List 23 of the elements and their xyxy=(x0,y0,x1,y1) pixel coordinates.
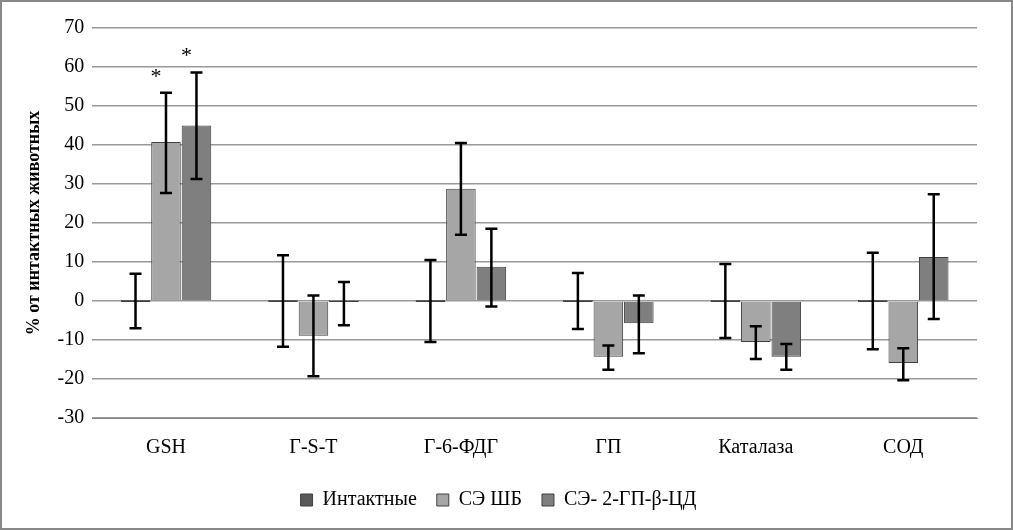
y-tick-label: 20 xyxy=(64,210,85,233)
x-tick-label: Г-6-ФДГ xyxy=(423,435,498,459)
y-tick-label: -20 xyxy=(57,366,85,389)
legend-label: СЭ ШБ xyxy=(458,487,522,510)
y-tick-label: 60 xyxy=(64,54,85,77)
annotation: * xyxy=(180,42,192,68)
x-tick-label: ГП xyxy=(595,435,622,458)
y-tick-label: 50 xyxy=(64,93,85,116)
legend-label: Интактные xyxy=(322,487,417,510)
y-tick-label: -10 xyxy=(57,327,85,350)
y-tick-label: 10 xyxy=(64,249,85,272)
x-tick-label: GSH xyxy=(145,435,186,458)
legend-label: СЭ- 2-ГП-β-ЦД xyxy=(563,487,697,511)
y-tick-label: 30 xyxy=(64,171,85,194)
x-tick-label: СОД xyxy=(883,435,924,459)
x-tick-label: Г-S-T xyxy=(289,435,338,458)
y-tick-label: 0 xyxy=(74,288,85,311)
y-tick-label: -30 xyxy=(57,405,85,428)
y-tick-label: 70 xyxy=(64,15,85,38)
y-tick-label: 40 xyxy=(64,132,85,155)
annotation: * xyxy=(150,62,162,88)
y-axis-title: % от интактных животных xyxy=(23,110,44,336)
x-tick-label: Каталаза xyxy=(718,435,794,458)
